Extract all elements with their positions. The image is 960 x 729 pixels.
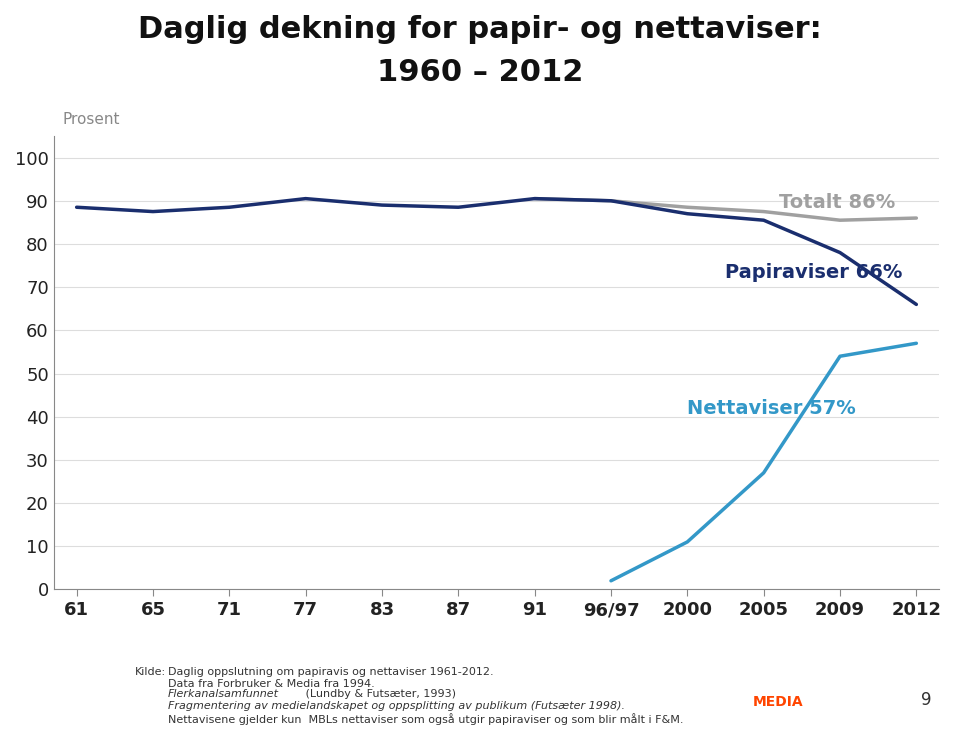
Text: Totalt 86%: Totalt 86% — [779, 193, 895, 212]
Text: MEDIA: MEDIA — [753, 695, 803, 709]
Text: TNS: TNS — [37, 682, 87, 701]
Text: Prosent: Prosent — [62, 112, 120, 127]
Text: Daglig oppslutning om papiravis og nettaviser 1961-2012.
Data fra Forbruker & Me: Daglig oppslutning om papiravis og netta… — [168, 667, 493, 689]
Text: Nettaviser 57%: Nettaviser 57% — [687, 399, 856, 418]
Text: 9: 9 — [921, 691, 931, 709]
Text: 1960 – 2012: 1960 – 2012 — [377, 58, 583, 87]
Text: KANTAR: KANTAR — [746, 677, 809, 691]
Text: Papiraviser 66%: Papiraviser 66% — [726, 262, 902, 281]
Text: Daglig dekning for papir- og nettaviser:: Daglig dekning for papir- og nettaviser: — [138, 15, 822, 44]
Text: Fragmentering av medielandskapet og oppsplitting av publikum (Futsæter 1998).: Fragmentering av medielandskapet og opps… — [168, 701, 625, 712]
Text: Flerkanalsamfunnet: Flerkanalsamfunnet — [168, 689, 279, 699]
Text: Kilde:: Kilde: — [134, 667, 165, 677]
Text: Nettavisene gjelder kun  MBLs nettaviser som også utgir papiraviser og som blir : Nettavisene gjelder kun MBLs nettaviser … — [168, 713, 684, 725]
Text: (Lundby & Futsæter, 1993): (Lundby & Futsæter, 1993) — [302, 689, 456, 699]
